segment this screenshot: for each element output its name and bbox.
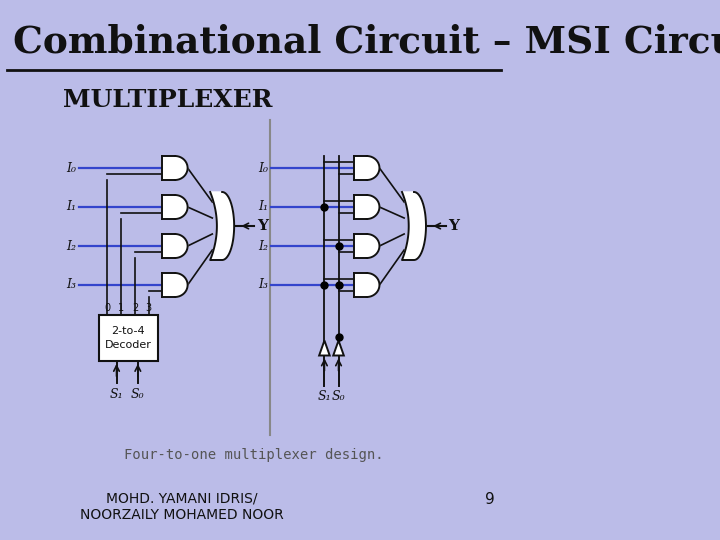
- Polygon shape: [354, 156, 379, 180]
- Text: Four-to-one multiplexer design.: Four-to-one multiplexer design.: [124, 448, 384, 462]
- Text: S₁: S₁: [318, 390, 331, 403]
- Polygon shape: [210, 192, 234, 260]
- Polygon shape: [319, 341, 330, 355]
- Text: 2: 2: [132, 303, 138, 313]
- Text: 3: 3: [145, 303, 152, 313]
- Text: I₃: I₃: [66, 279, 76, 292]
- Polygon shape: [162, 234, 188, 258]
- Text: I₀: I₀: [66, 161, 76, 174]
- Polygon shape: [354, 195, 379, 219]
- Text: Decoder: Decoder: [105, 340, 152, 350]
- Text: I₂: I₂: [66, 240, 76, 253]
- Text: I₁: I₁: [258, 200, 268, 213]
- Text: I₀: I₀: [258, 161, 268, 174]
- Polygon shape: [162, 273, 188, 297]
- Polygon shape: [402, 192, 426, 260]
- Text: S₀: S₀: [332, 390, 346, 403]
- Text: 2-to-4: 2-to-4: [112, 326, 145, 336]
- Text: 1: 1: [117, 303, 124, 313]
- Polygon shape: [333, 341, 344, 355]
- Text: S₁: S₁: [109, 388, 123, 401]
- Text: 0: 0: [104, 303, 110, 313]
- Text: Combinational Circuit – MSI Circuit: Combinational Circuit – MSI Circuit: [13, 24, 720, 60]
- Text: I₂: I₂: [258, 240, 268, 253]
- Polygon shape: [162, 195, 188, 219]
- Text: I₃: I₃: [258, 279, 268, 292]
- Text: S₀: S₀: [131, 388, 145, 401]
- FancyBboxPatch shape: [99, 315, 158, 361]
- Text: Y: Y: [449, 219, 459, 233]
- Text: 9: 9: [485, 492, 495, 507]
- Polygon shape: [162, 156, 188, 180]
- Polygon shape: [354, 234, 379, 258]
- Text: I₁: I₁: [66, 200, 76, 213]
- Text: MULTIPLEXER: MULTIPLEXER: [63, 88, 273, 112]
- Text: MOHD. YAMANI IDRIS/
NOORZAILY MOHAMED NOOR: MOHD. YAMANI IDRIS/ NOORZAILY MOHAMED NO…: [80, 492, 284, 522]
- Text: Y: Y: [257, 219, 268, 233]
- Polygon shape: [354, 273, 379, 297]
